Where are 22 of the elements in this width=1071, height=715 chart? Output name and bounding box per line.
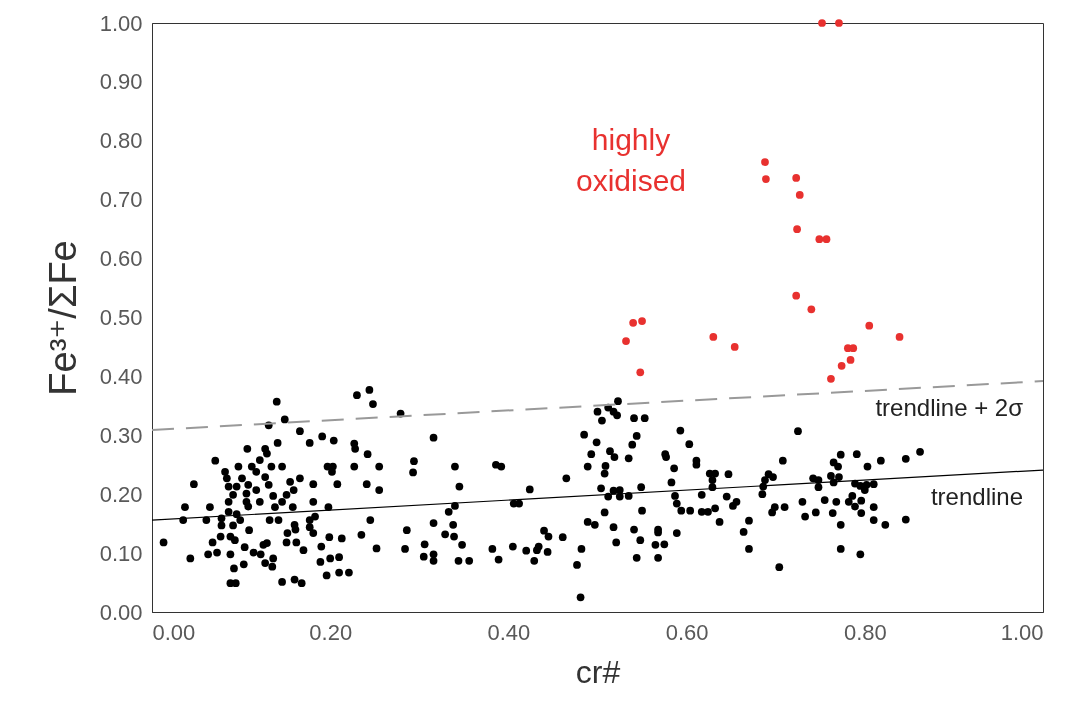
y-tick-label: 0.90 [99, 69, 143, 95]
x-axis-title: cr# [575, 653, 621, 690]
text: highly oxidised [575, 123, 687, 197]
x-tick-label: 0.20 [309, 619, 353, 645]
y-tick-label: 0.30 [99, 422, 143, 448]
y-tick-label: 0.60 [99, 246, 143, 272]
x-tick-label: 0.40 [487, 619, 531, 645]
y-tick-label: 0.10 [99, 540, 143, 566]
y-tick-label: 0.80 [99, 128, 143, 154]
x-tick-label: 0.60 [665, 619, 709, 645]
y-tick-label: 0.40 [99, 363, 143, 389]
y-tick-label: 0.70 [99, 187, 143, 213]
y-tick-label: 0.20 [99, 481, 143, 507]
series-label: trendline [930, 483, 1023, 511]
y-axis-title: Fe³⁺/ΣFe [41, 240, 84, 396]
x-tick-label: 0.00 [152, 619, 196, 645]
y-tick-label: 0.50 [99, 305, 143, 330]
y-tick-label: 1.00 [99, 10, 143, 36]
x-tick-label: 0.80 [843, 619, 887, 645]
x-tick-label: 1.00 [1000, 619, 1044, 645]
series-label: trendline + 2σ [875, 394, 1024, 422]
y-tick-label: 0.00 [99, 599, 143, 625]
